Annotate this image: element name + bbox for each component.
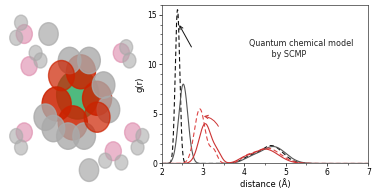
Circle shape <box>123 53 136 68</box>
Circle shape <box>39 23 58 45</box>
Circle shape <box>125 123 141 142</box>
Circle shape <box>83 81 112 115</box>
Circle shape <box>21 57 37 76</box>
Circle shape <box>34 53 47 68</box>
Circle shape <box>115 155 128 170</box>
Circle shape <box>10 30 23 45</box>
Circle shape <box>78 47 100 74</box>
Circle shape <box>113 43 129 62</box>
Circle shape <box>10 129 23 144</box>
Circle shape <box>29 45 42 60</box>
Circle shape <box>66 55 96 89</box>
Circle shape <box>15 15 28 30</box>
Circle shape <box>57 123 79 149</box>
Circle shape <box>57 70 99 119</box>
Circle shape <box>99 153 112 168</box>
X-axis label: distance (Å): distance (Å) <box>240 179 291 189</box>
Circle shape <box>48 60 74 91</box>
Circle shape <box>58 106 87 140</box>
Circle shape <box>105 142 121 161</box>
Circle shape <box>16 123 32 142</box>
Circle shape <box>34 104 57 130</box>
Circle shape <box>92 72 115 98</box>
Circle shape <box>42 115 65 142</box>
Circle shape <box>120 40 133 55</box>
Circle shape <box>58 47 81 74</box>
Circle shape <box>84 102 110 132</box>
Circle shape <box>15 140 28 155</box>
Circle shape <box>79 159 99 181</box>
Circle shape <box>16 25 32 43</box>
Circle shape <box>42 87 71 121</box>
Text: Quantum chemical model
         by SCMP: Quantum chemical model by SCMP <box>248 40 353 59</box>
Circle shape <box>136 129 149 144</box>
Circle shape <box>97 96 120 123</box>
Circle shape <box>73 123 96 149</box>
Y-axis label: g(r): g(r) <box>135 76 145 92</box>
Circle shape <box>131 140 144 155</box>
